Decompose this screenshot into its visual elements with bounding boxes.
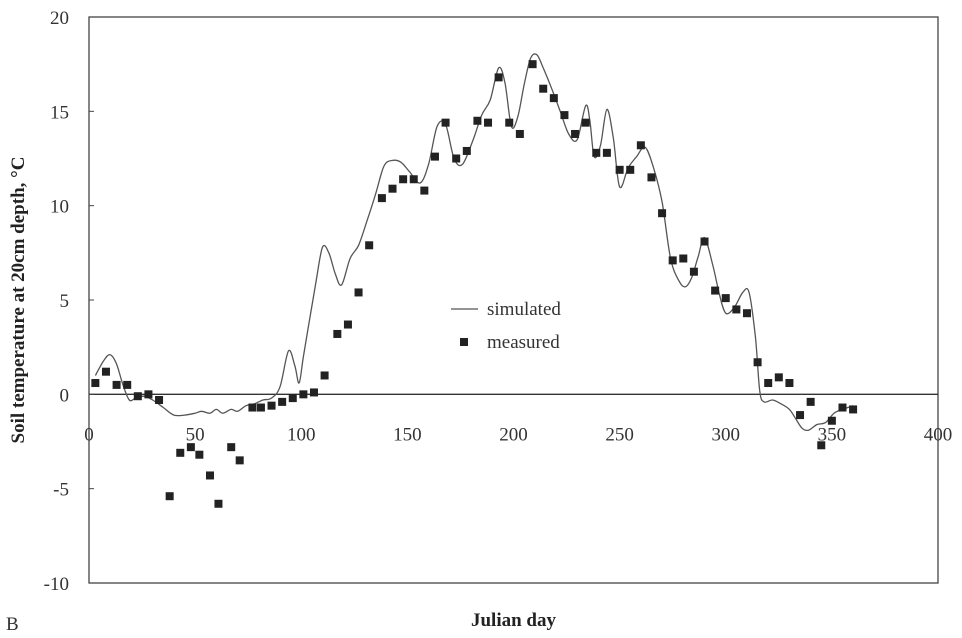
measured-point: [320, 371, 329, 380]
measured-point: [267, 401, 276, 410]
measured-point: [176, 448, 185, 457]
tick-labels: 0 50 100 150 200 250 300 350 400 -10 -5 0 5 10 15 20: [44, 8, 953, 595]
measured-point: [817, 441, 826, 450]
measured-point: [560, 111, 569, 120]
y-tick-label: 15: [50, 102, 69, 123]
y-tick-label: 0: [60, 385, 70, 406]
measured-point: [796, 411, 805, 420]
x-tick-label: 0: [84, 424, 94, 445]
x-tick-label: 400: [924, 424, 953, 445]
x-tick-label: 50: [186, 424, 205, 445]
measured-point: [473, 116, 482, 125]
x-axis-label: Julian day: [471, 610, 557, 631]
measured-point: [774, 373, 783, 382]
measured-point: [742, 309, 751, 318]
measured-point: [721, 294, 730, 303]
x-tick-label: 350: [818, 424, 847, 445]
simulated-series-line: [94, 53, 854, 432]
measured-point: [626, 165, 635, 174]
measured-point: [388, 184, 397, 193]
measured-point: [214, 499, 223, 508]
measured-point: [806, 397, 815, 406]
x-tick-label: 300: [712, 424, 741, 445]
measured-point: [333, 329, 342, 338]
measured-point: [838, 403, 847, 412]
measured-point: [647, 173, 656, 182]
measured-point: [494, 73, 503, 82]
measured-point: [155, 395, 164, 404]
measured-point: [764, 379, 773, 388]
measured-point: [441, 118, 450, 127]
measured-point: [602, 148, 611, 157]
measured-point: [133, 392, 142, 401]
measured-point: [91, 379, 100, 388]
measured-point: [539, 84, 548, 93]
measured-point: [227, 443, 236, 452]
measured-point: [592, 148, 601, 157]
y-tick-label: -10: [44, 574, 69, 595]
measured-point: [679, 254, 688, 263]
panel-label: B: [6, 614, 19, 635]
measured-point: [505, 118, 514, 127]
measured-point: [484, 118, 493, 127]
measured-point: [549, 94, 558, 103]
measured-point: [571, 129, 580, 138]
measured-point: [288, 394, 297, 403]
measured-point: [753, 358, 762, 367]
measured-point: [581, 118, 590, 127]
measured-point: [235, 456, 244, 465]
measured-point: [420, 186, 429, 195]
measured-point: [399, 175, 408, 184]
measured-point: [248, 403, 257, 412]
legend-simulated-label: simulated: [487, 299, 561, 320]
measured-point: [658, 209, 667, 218]
measured-point: [849, 405, 858, 414]
measured-point: [123, 380, 132, 389]
measured-point: [615, 165, 624, 174]
measured-point: [732, 305, 741, 314]
measured-point: [668, 256, 677, 265]
legend: simulated measured: [451, 299, 561, 353]
y-axis-label: Soil temperature at 20cm depth, °C: [8, 157, 29, 444]
measured-point: [101, 367, 110, 376]
measured-point: [711, 286, 720, 295]
measured-point: [278, 397, 287, 406]
measured-point: [195, 450, 204, 459]
measured-point: [636, 141, 645, 150]
measured-point: [365, 241, 374, 250]
series-layer: [91, 53, 858, 508]
measured-point: [205, 471, 214, 480]
measured-point: [827, 416, 836, 425]
measured-point: [343, 320, 352, 329]
legend-measured-swatch: [460, 338, 468, 346]
measured-point: [144, 390, 153, 399]
measured-point: [309, 388, 318, 397]
measured-point: [700, 237, 709, 246]
y-tick-label: 5: [60, 291, 70, 312]
measured-point: [452, 154, 461, 163]
measured-point: [299, 390, 308, 399]
measured-point: [186, 443, 195, 452]
x-tick-label: 150: [393, 424, 422, 445]
measured-point: [165, 492, 174, 501]
measured-point: [785, 379, 794, 388]
measured-point: [689, 267, 698, 276]
measured-point: [515, 129, 524, 138]
measured-point: [112, 380, 121, 389]
measured-point: [430, 152, 439, 161]
measured-point: [256, 403, 265, 412]
measured-point: [409, 175, 418, 184]
measured-point: [377, 194, 386, 203]
measured-point: [528, 60, 537, 69]
measured-point: [462, 146, 471, 155]
x-tick-label: 100: [287, 424, 316, 445]
legend-measured-label: measured: [487, 332, 560, 353]
y-tick-label: 10: [50, 197, 69, 218]
x-tick-label: 250: [605, 424, 634, 445]
x-tick-label: 200: [499, 424, 528, 445]
measured-point: [354, 288, 363, 297]
y-tick-label: 20: [50, 8, 69, 29]
y-tick-label: -5: [53, 480, 69, 501]
